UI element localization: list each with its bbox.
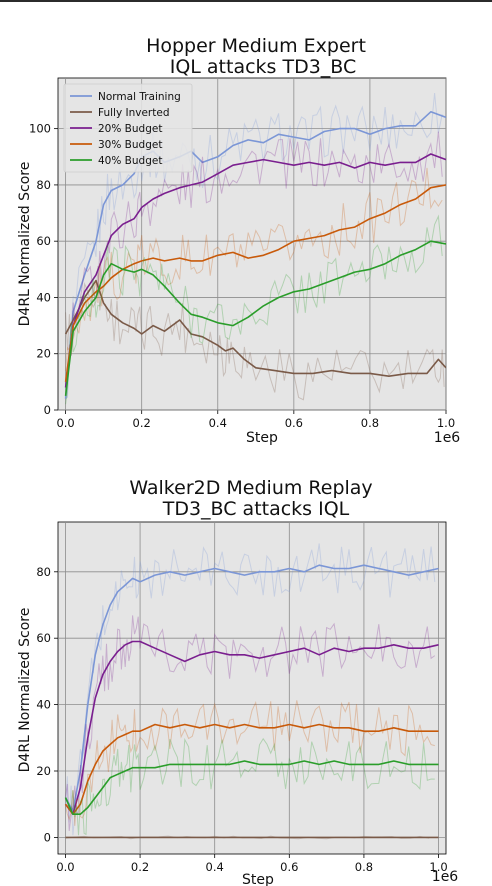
chart1-legend-label-30-budget: 30% Budget bbox=[98, 139, 162, 151]
chart1-y-tick-label: 80 bbox=[36, 178, 51, 192]
chart1-legend-label-40-budget: 40% Budget bbox=[98, 155, 162, 167]
chart1-legend-label-fully-inverted: Fully Inverted bbox=[98, 107, 170, 119]
chart2-x-tick-label: 0.4 bbox=[206, 860, 224, 874]
chart1-title-line2: IQL attacks TD3_BC bbox=[170, 56, 357, 78]
chart1-series-line-30-budget bbox=[64, 184, 446, 383]
chart2-y-tick-label: 20 bbox=[36, 764, 51, 778]
chart1-x-tick-label: 0.6 bbox=[285, 416, 303, 430]
chart1-ylabel: D4RL Normalized Score bbox=[17, 162, 33, 327]
chart1-series-shadow-fully-inverted bbox=[65, 266, 445, 401]
chart1-xlabel: Step bbox=[246, 430, 278, 446]
chart1-y-tick-label: 60 bbox=[36, 234, 51, 248]
chart1-x-tick-label: 0.2 bbox=[133, 416, 151, 430]
chart1-series-line-normal-training bbox=[64, 111, 446, 399]
chart2-plot-area bbox=[57, 521, 447, 855]
chart2-series-line-20-budget bbox=[64, 640, 439, 815]
chart1-plot: 0.0 0.2 0.4 0.6 0.8 1.0 0 20 40 60 80 100 Normal Tra… bbox=[29, 77, 455, 430]
chart1-legend-label-20-budget: 20% Budget bbox=[98, 123, 162, 135]
chart2-y-tick-label: 40 bbox=[36, 698, 51, 712]
chart1-y-tick-label: 100 bbox=[29, 122, 51, 136]
chart2-x-tick-label: 0.8 bbox=[355, 860, 373, 874]
chart2-series-line-normal-training bbox=[64, 564, 439, 812]
chart2-series-shadow-20-budget bbox=[65, 615, 436, 831]
chart2-ylabel: D4RL Normalized Score bbox=[17, 608, 33, 773]
chart2-y-tick-label: 60 bbox=[36, 631, 51, 645]
chart1-y-tick-label: 20 bbox=[36, 347, 51, 361]
chart1-series-shadow-normal-training bbox=[65, 93, 443, 398]
chart1-x-tick-label: 0.0 bbox=[56, 416, 74, 430]
chart1-series-line-40-budget bbox=[64, 240, 446, 396]
chart2-y-tick-label: 80 bbox=[36, 565, 51, 579]
chart2-title-line2: TD3_BC attacks IQL bbox=[162, 498, 350, 520]
chart2-x-tick-label: 0.2 bbox=[131, 860, 149, 874]
chart1-legend-label-normal-training: Normal Training bbox=[98, 91, 181, 103]
chart2-series-line-30-budget bbox=[64, 723, 439, 815]
chart2-x-tick-label: 0.0 bbox=[56, 860, 74, 874]
chart1-series-line-20-budget bbox=[64, 153, 446, 388]
chart2-x-tick-label: 1.0 bbox=[429, 860, 447, 874]
chart1-series-shadow-40-budget bbox=[65, 214, 443, 405]
chart1-x-multiplier: 1e6 bbox=[434, 430, 461, 446]
chart1-legend bbox=[63, 83, 193, 173]
top-border bbox=[0, 0, 492, 2]
chart2-series-shadow-30-budget bbox=[65, 700, 435, 826]
chart2-title-line1: Walker2D Medium Replay bbox=[129, 477, 372, 499]
chart1-y-tick-label: 40 bbox=[36, 290, 51, 304]
chart1-series-shadow-20-budget bbox=[65, 131, 443, 387]
chart1-x-tick-label: 0.4 bbox=[209, 416, 227, 430]
chart1-x-tick-label: 1.0 bbox=[437, 416, 455, 430]
chart1-series-line-fully-inverted bbox=[64, 279, 446, 377]
chart1-y-tick-label: 0 bbox=[44, 403, 51, 417]
chart1-x-tick-label: 0.8 bbox=[361, 416, 379, 430]
chart2-xlabel: Step bbox=[242, 872, 274, 886]
chart1-title-line1: Hopper Medium Expert bbox=[146, 35, 366, 57]
chart2-series-group bbox=[64, 543, 439, 840]
chart2-series-shadow-normal-training bbox=[65, 543, 436, 836]
chart2-x-multiplier: 1e6 bbox=[432, 869, 459, 885]
chart1-series-group bbox=[64, 93, 446, 405]
chart2-plot: 0.0 0.2 0.4 0.6 0.8 1.0 0 20 40 60 80 bbox=[36, 521, 448, 874]
chart2-y-tick-label: 0 bbox=[44, 830, 51, 844]
chart2-x-tick-label: 0.6 bbox=[280, 860, 298, 874]
chart2-series-line-40-budget bbox=[64, 760, 439, 815]
chart2-series-shadow-40-budget bbox=[65, 737, 435, 836]
